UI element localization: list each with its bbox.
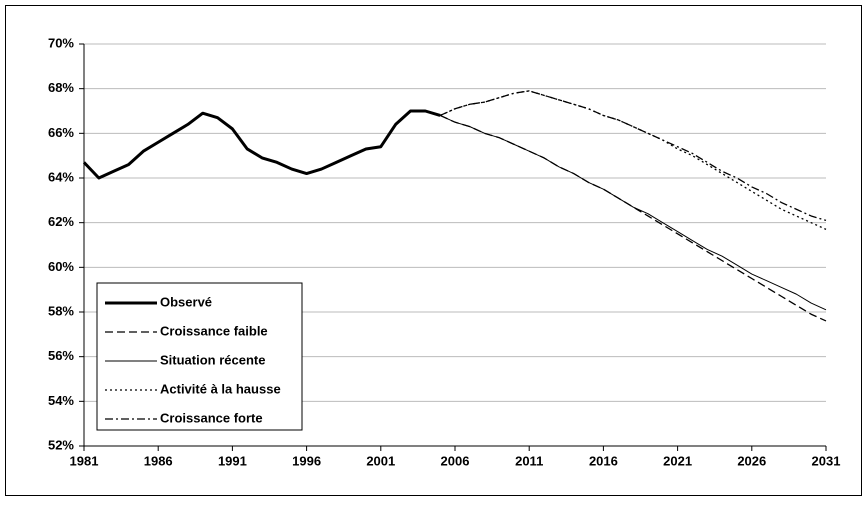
x-tick-label: 1981 bbox=[70, 453, 99, 468]
y-tick-label: 56% bbox=[48, 348, 74, 363]
x-tick-label: 2026 bbox=[737, 453, 766, 468]
y-tick-label: 58% bbox=[48, 303, 74, 318]
legend-label: Observé bbox=[160, 294, 212, 309]
y-tick-label: 68% bbox=[48, 80, 74, 95]
y-tick-label: 66% bbox=[48, 125, 74, 140]
x-tick-label: 2011 bbox=[515, 453, 543, 468]
x-tick-label: 2006 bbox=[441, 453, 470, 468]
y-tick-label: 70% bbox=[48, 35, 74, 50]
legend-label: Situation récente bbox=[160, 352, 265, 367]
series-line bbox=[439, 90, 827, 222]
y-tick-label: 52% bbox=[48, 437, 74, 452]
x-tick-label: 2021 bbox=[663, 453, 692, 468]
x-tick-label: 1986 bbox=[144, 453, 173, 468]
x-tick-label: 1991 bbox=[218, 453, 247, 468]
x-tick-label: 2016 bbox=[589, 453, 618, 468]
y-tick-label: 64% bbox=[48, 169, 74, 184]
series-line bbox=[439, 114, 827, 322]
series-line bbox=[82, 109, 441, 180]
y-tick-label: 60% bbox=[48, 259, 74, 274]
x-tick-label: 1996 bbox=[292, 453, 321, 468]
legend-label: Activité à la hausse bbox=[160, 381, 281, 396]
legend-label: Croissance forte bbox=[160, 410, 263, 425]
x-tick-label: 2031 bbox=[812, 453, 841, 468]
y-tick-label: 54% bbox=[48, 393, 74, 408]
series-line bbox=[439, 115, 827, 311]
x-tick-label: 2001 bbox=[366, 453, 395, 468]
legend-label: Croissance faible bbox=[160, 323, 268, 338]
y-tick-label: 62% bbox=[48, 214, 74, 229]
legend-box bbox=[96, 282, 303, 431]
legend: Observé Croissance faible Situation récent… bbox=[96, 282, 303, 431]
